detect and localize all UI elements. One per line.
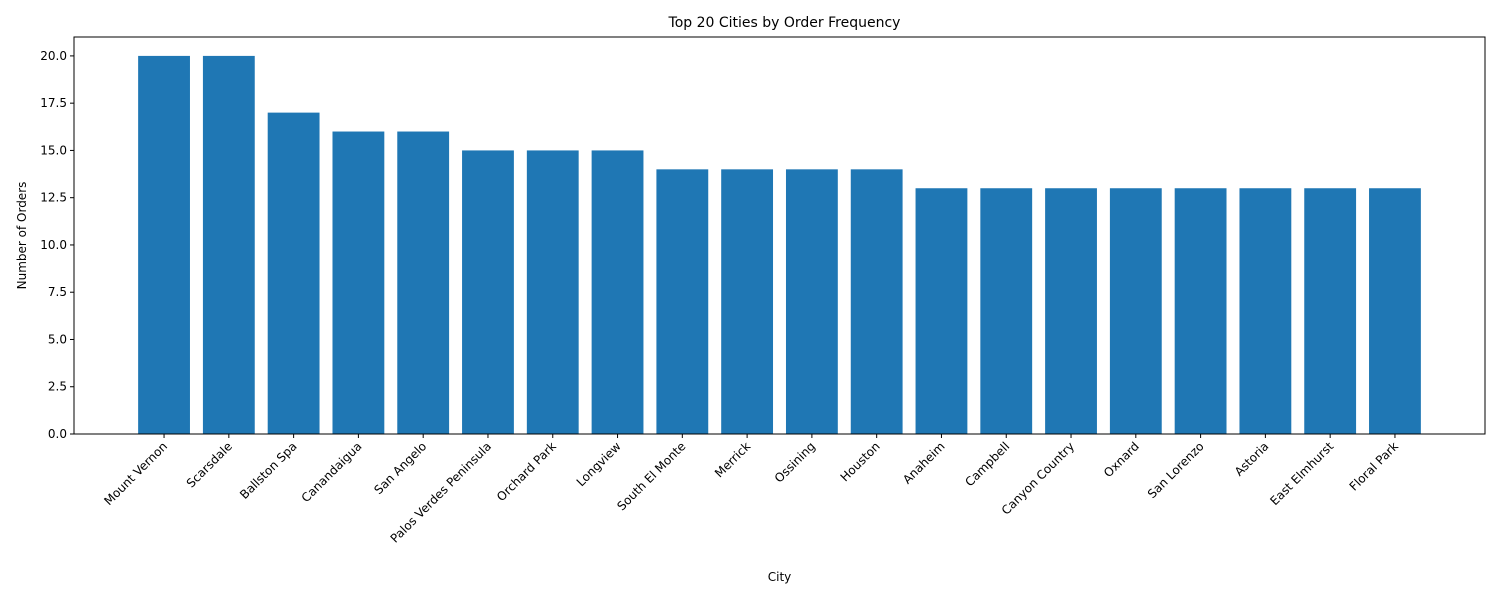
y-tick-label: 2.5	[48, 380, 67, 394]
bar-ossining	[785, 169, 838, 435]
y-tick-label: 10.0	[40, 238, 67, 252]
x-tick-label: Astoria	[1232, 439, 1272, 479]
bar-longview	[591, 150, 644, 434]
x-tick-label: Longview	[574, 439, 624, 489]
x-tick-label: Campbell	[962, 439, 1012, 489]
x-tick-label: Orchard Park	[494, 439, 559, 504]
x-axis-label: City	[768, 570, 792, 584]
y-tick-label: 0.0	[48, 427, 67, 441]
plot-frame	[73, 36, 1486, 435]
x-tick-label: San Lorenzo	[1145, 439, 1207, 501]
bar-mount-vernon	[138, 55, 190, 435]
x-tick-label: Scarsdale	[184, 439, 235, 490]
x-tick-label: East Elmhurst	[1267, 439, 1336, 508]
x-tick-label: Mount Vernon	[101, 439, 170, 508]
bar-ballston-spa	[267, 112, 320, 434]
y-tick-label: 7.5	[48, 285, 67, 299]
x-tick-label: Anaheim	[900, 439, 948, 487]
y-axis-label: Number of Orders	[15, 182, 29, 290]
x-tick-label: Houston	[838, 439, 883, 484]
bar-scarsdale	[202, 55, 255, 435]
x-tick-label: Oxnard	[1101, 439, 1142, 480]
x-tick-label: San Angelo	[371, 439, 429, 497]
y-tick-label: 12.5	[40, 191, 67, 205]
x-tick-label: Merrick	[712, 439, 753, 480]
bar-astoria	[1239, 188, 1292, 434]
y-tick-label: 5.0	[48, 332, 67, 346]
bar-campbell	[980, 188, 1033, 434]
bar-oxnard	[1109, 188, 1162, 434]
bar-merrick	[721, 169, 774, 435]
bar-canandaigua	[332, 131, 385, 434]
bar-palos-verdes-peninsula	[462, 150, 514, 434]
x-tick-label: Ballston Spa	[237, 439, 300, 502]
bar-houston	[850, 169, 903, 435]
bar-south-el-monte	[656, 169, 709, 435]
y-axis-ticks: 0.0 2.5 5.0 7.5 10.0 12.5 15.0 17.5 20.0	[40, 49, 74, 441]
y-tick-label: 20.0	[40, 49, 67, 63]
bar-anaheim	[915, 188, 968, 434]
bar-orchard-park	[526, 150, 579, 434]
bar-canyon-country	[1045, 188, 1097, 434]
bar-floral-park	[1369, 188, 1421, 434]
x-tick-label: South El Monte	[614, 439, 688, 513]
y-tick-label: 15.0	[40, 143, 67, 157]
chart-title: Top 20 Cities by Order Frequency	[668, 15, 901, 31]
x-tick-label: Canandaigua	[299, 439, 365, 505]
bar-san-lorenzo	[1174, 188, 1227, 434]
x-tick-label: Canyon Country	[999, 439, 1077, 517]
bar-east-elmhurst	[1304, 188, 1357, 434]
bars-group	[138, 55, 1421, 435]
bar-san-angelo	[397, 131, 450, 434]
x-tick-label: Floral Park	[1347, 439, 1401, 493]
y-tick-label: 17.5	[40, 96, 67, 110]
x-tick-label: Ossining	[772, 439, 818, 485]
x-axis-ticks: Mount Vernon Scarsdale Ballston SpaCananda…	[101, 434, 1401, 546]
